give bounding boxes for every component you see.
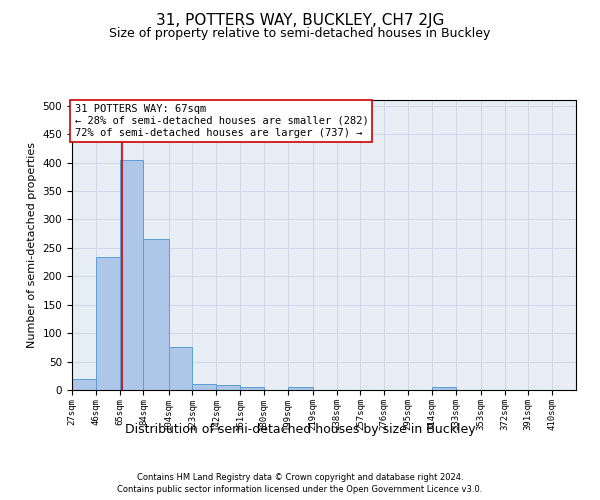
Text: Size of property relative to semi-detached houses in Buckley: Size of property relative to semi-detach…	[109, 28, 491, 40]
Bar	[287, 387, 313, 390]
Text: 31 POTTERS WAY: 67sqm
← 28% of semi-detached houses are smaller (282)
72% of sem: 31 POTTERS WAY: 67sqm ← 28% of semi-deta…	[74, 104, 368, 138]
Text: 31, POTTERS WAY, BUCKLEY, CH7 2JG: 31, POTTERS WAY, BUCKLEY, CH7 2JG	[156, 12, 444, 28]
Bar	[96, 257, 119, 390]
Bar	[432, 387, 455, 390]
Text: Distribution of semi-detached houses by size in Buckley: Distribution of semi-detached houses by …	[125, 422, 475, 436]
Bar	[240, 387, 264, 390]
Bar	[72, 379, 96, 390]
Y-axis label: Number of semi-detached properties: Number of semi-detached properties	[27, 142, 37, 348]
Bar	[143, 240, 169, 390]
Bar	[193, 384, 216, 390]
Bar	[169, 347, 193, 390]
Text: Contains HM Land Registry data © Crown copyright and database right 2024.: Contains HM Land Registry data © Crown c…	[137, 472, 463, 482]
Text: Contains public sector information licensed under the Open Government Licence v3: Contains public sector information licen…	[118, 485, 482, 494]
Bar	[119, 160, 143, 390]
Bar	[216, 386, 240, 390]
